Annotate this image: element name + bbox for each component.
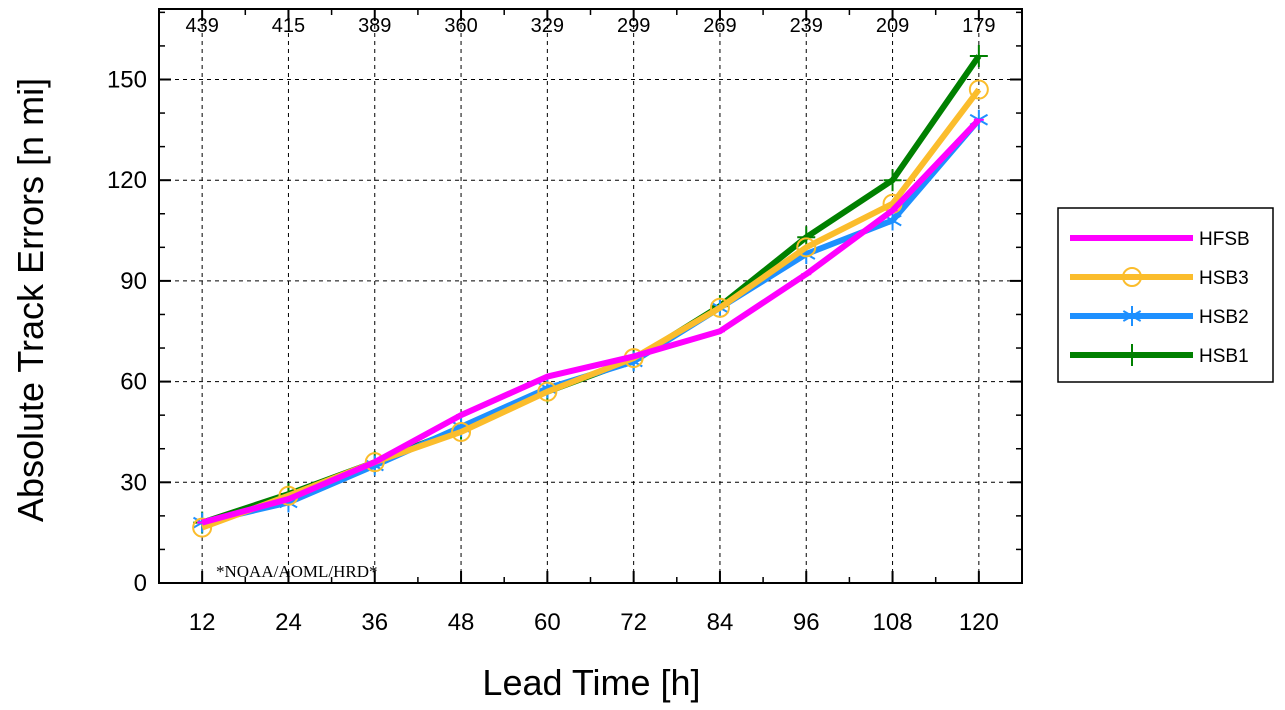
data-point-plus [1123, 344, 1141, 366]
data-point-circle [968, 79, 989, 100]
x-axis-label: Lead Time [h] [482, 662, 700, 703]
sample-count-label: 360 [444, 15, 477, 37]
y-tick-label: 90 [120, 268, 147, 295]
data-point-circle [796, 237, 817, 258]
legend-label: HSB1 [1199, 346, 1249, 367]
series-hsb3 [192, 79, 989, 538]
y-tick-label: 0 [134, 570, 147, 597]
data-point-circle [451, 421, 472, 442]
legend-label: HSB3 [1199, 268, 1249, 289]
x-tick-label: 60 [534, 609, 561, 636]
legend-label: HSB2 [1199, 307, 1249, 328]
series-layer [192, 44, 989, 538]
x-tick-label: 72 [620, 609, 647, 636]
x-tick-label: 24 [275, 609, 302, 636]
series-line [201, 117, 982, 526]
y-tick-label: 60 [120, 369, 147, 396]
axes: 12 24 36 48 60 72 84 96 108 120 0 30 60 90 120 150 [107, 9, 1022, 636]
y-axis-label: Absolute Track Errors [n mi] [10, 78, 51, 522]
y-tick-label: 30 [120, 469, 147, 496]
data-point-asterisk [1122, 306, 1142, 326]
legend-entry: HSB2 [1070, 306, 1249, 328]
data-point-plus [969, 44, 988, 67]
x-tick-label: 96 [793, 609, 820, 636]
sample-count-label: 299 [617, 15, 650, 37]
series-line [201, 54, 982, 526]
y-tick-label: 150 [107, 66, 147, 93]
legend-label: HFSB [1199, 229, 1250, 250]
sample-count-label: 439 [185, 15, 218, 37]
legend-entry: HFSB [1070, 229, 1250, 250]
series-hsb1 [193, 44, 988, 534]
x-tick-label: 12 [189, 609, 216, 636]
legend-entry: HSB3 [1070, 267, 1249, 289]
y-tick-label: 120 [107, 167, 147, 194]
data-point-circle [537, 381, 558, 402]
data-point-plus [883, 169, 902, 192]
x-tick-label: 48 [448, 609, 475, 636]
sample-count-label: 329 [531, 15, 564, 37]
x-tick-label: 36 [361, 609, 388, 636]
sample-count-label: 415 [272, 15, 305, 37]
sample-count-label: 389 [358, 15, 391, 37]
data-point-circle [192, 517, 213, 538]
data-point-circle [364, 452, 385, 473]
series-line [201, 117, 982, 526]
data-point-circle [709, 297, 730, 318]
watermark: *NOAA/AOML/HRD* [216, 562, 378, 581]
series-hsb2 [192, 109, 989, 533]
x-tick-label: 108 [873, 609, 913, 636]
x-tick-label: 84 [707, 609, 734, 636]
legend: HFSB HSB3 HSB2 HSB1 [1057, 207, 1274, 383]
sample-count-label: 239 [790, 15, 823, 37]
data-point-circle [1122, 267, 1142, 287]
x-tick-label: 120 [959, 609, 999, 636]
series-hfsb [197, 117, 984, 526]
sample-count-label: 209 [876, 15, 909, 37]
sample-counts: 439 415 389 360 329 299 269 239 209 179 [185, 15, 995, 37]
legend-entry: HSB1 [1070, 344, 1249, 367]
series-line [201, 87, 982, 531]
sample-count-label: 179 [962, 15, 995, 37]
sample-count-label: 269 [703, 15, 736, 37]
